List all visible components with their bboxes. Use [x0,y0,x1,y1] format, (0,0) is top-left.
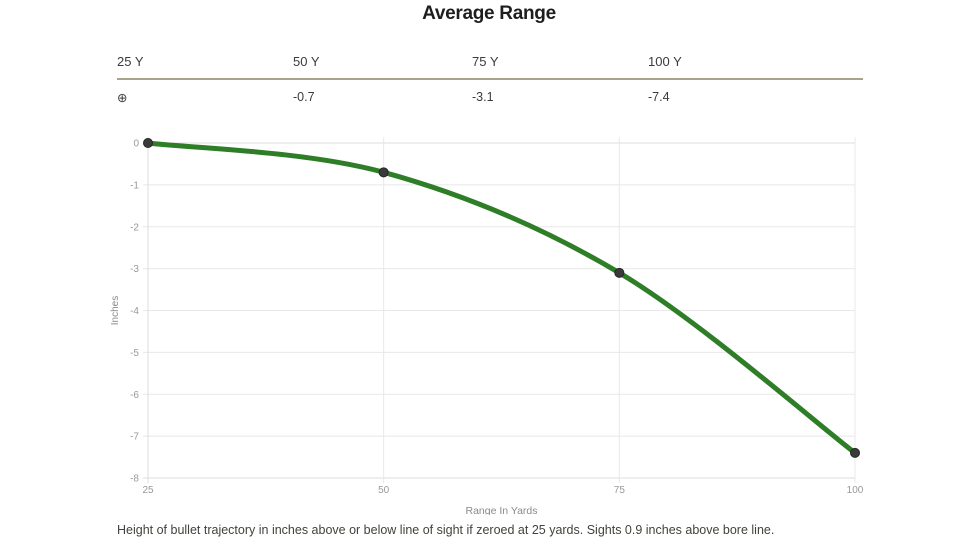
drop-value-75y: -3.1 [472,90,494,104]
range-header-75y: 75 Y [472,54,499,69]
y-tick-label: -8 [130,474,139,485]
range-table-value-row: ⊕ -0.7 -3.1 -7.4 [117,80,863,105]
x-tick-label: 50 [378,485,390,496]
y-tick-label: -4 [130,306,139,317]
range-table-header-row: 25 Y 50 Y 75 Y 100 Y [117,54,863,80]
x-tick-label: 75 [614,485,626,496]
range-header-25y: 25 Y [117,54,144,69]
chart-caption: Height of bullet trajectory in inches ab… [117,523,775,537]
range-header-100y: 100 Y [648,54,682,69]
drop-value-50y: -0.7 [293,90,315,104]
y-tick-label: 0 [133,139,139,150]
range-header-50y: 50 Y [293,54,320,69]
y-tick-label: -7 [130,432,139,443]
y-tick-label: -3 [130,264,139,275]
data-point-marker [850,447,860,458]
x-tick-label: 100 [847,485,864,496]
trajectory-line [145,140,858,456]
y-axis-title: Inches [110,296,121,325]
x-tick-label: 25 [142,485,154,496]
y-tick-label: -6 [130,390,139,401]
page-title: Average Range [422,3,556,24]
zero-target-icon: ⊕ [117,91,128,105]
y-tick-label: -1 [130,180,139,191]
y-tick-label: -2 [130,222,139,233]
trajectory-chart-svg: 0 -1 -2 -3 -4 -5 -6 -7 -825 50 75 100 Inches Range In… [110,137,864,517]
range-summary-table: 25 Y 50 Y 75 Y 100 Y ⊕ -0.7 -3.1 -7.4 [117,54,863,105]
data-point-marker [614,267,625,278]
trajectory-chart: 0 -1 -2 -3 -4 -5 -6 -7 -8 25 50 75 100 Inches Range In… [0,130,978,517]
y-tick-label: -5 [130,348,139,359]
data-point-marker [143,138,153,148]
x-axis-title: Range In Yards [466,505,538,515]
drop-value-100y: -7.4 [648,90,670,104]
data-point-marker [378,167,389,178]
